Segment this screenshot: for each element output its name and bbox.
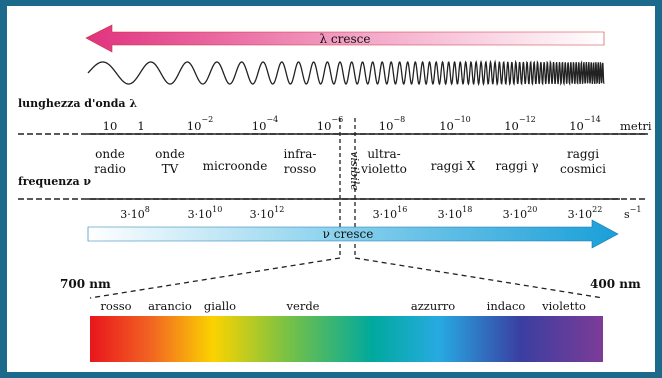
visible-band: visibile — [339, 118, 361, 258]
wl-tick-7: 10−12 — [504, 115, 536, 133]
freq-tick-6: 3·1022 — [568, 205, 603, 221]
freq-tick-0: 3·108 — [120, 205, 150, 221]
region-microonde: microonde — [203, 159, 268, 173]
color-rosso: rosso — [100, 299, 131, 313]
freq-tick-4: 3·1018 — [438, 205, 473, 221]
wl-tick-1: 1 — [137, 119, 144, 133]
region-infrarosso: infra-rosso — [284, 147, 317, 176]
wl-unit: metri — [620, 119, 652, 133]
freq-tick-3: 3·1016 — [373, 205, 408, 221]
nm-400-label: 400 nm — [590, 277, 641, 291]
visible-spectrum-bar — [90, 316, 603, 362]
wl-tick-6: 10−10 — [439, 115, 471, 133]
wavelength-axis-label: lunghezza d'onda λ — [18, 97, 137, 110]
lambda-cresce-label: λ cresce — [320, 32, 371, 46]
nu-cresce-label: ν cresce — [323, 227, 374, 241]
region-raggi-cosmici: raggi cosmici — [560, 147, 606, 176]
nu-increasing-arrow: ν cresce — [87, 219, 619, 249]
region-labels: onde radio onde TV microonde infra-rosso u… — [94, 147, 606, 176]
lambda-increasing-arrow: λ cresce — [85, 24, 605, 53]
nm-700-label: 700 nm — [60, 277, 111, 291]
freq-unit: s−1 — [624, 205, 641, 221]
freq-tick-1: 3·1010 — [188, 205, 223, 221]
region-onde-radio: onde radio — [94, 147, 126, 176]
region-onde-tv: onde TV — [155, 147, 185, 176]
color-giallo: giallo — [204, 299, 236, 313]
wl-tick-5: 10−8 — [379, 115, 405, 133]
wl-tick-0: 10 — [103, 119, 118, 133]
wl-tick-3: 10−4 — [252, 115, 278, 133]
em-wave — [87, 59, 605, 87]
color-arancio: arancio — [148, 299, 192, 313]
expansion-lines — [89, 257, 604, 299]
visible-label: visibile — [348, 151, 361, 191]
wl-tick-2: 10−2 — [187, 115, 213, 133]
region-raggi-x: raggi X — [431, 159, 476, 173]
wl-tick-4: 10−6 — [317, 115, 343, 133]
wavelength-ticks: 10 1 10−2 10−4 10−6 10−8 10−10 10−12 10−… — [103, 115, 652, 133]
color-violetto: violetto — [541, 299, 586, 313]
color-indaco: indaco — [487, 299, 526, 313]
region-ultravioletto: ultra-violetto — [360, 147, 407, 176]
color-azzurro: azzurro — [411, 299, 455, 313]
freq-tick-5: 3·1020 — [503, 205, 538, 221]
color-verde: verde — [286, 299, 320, 313]
region-raggi-gamma: raggi γ — [495, 159, 538, 173]
frequency-ticks: 3·108 3·1010 3·1012 3·1016 3·1018 3·1020… — [120, 205, 641, 221]
color-names: rosso arancio giallo verde azzurro indac… — [100, 299, 586, 313]
axes — [18, 133, 648, 200]
frequency-axis-label: frequenza ν — [18, 175, 91, 188]
wl-tick-8: 10−14 — [569, 115, 601, 133]
freq-tick-2: 3·1012 — [250, 205, 285, 221]
